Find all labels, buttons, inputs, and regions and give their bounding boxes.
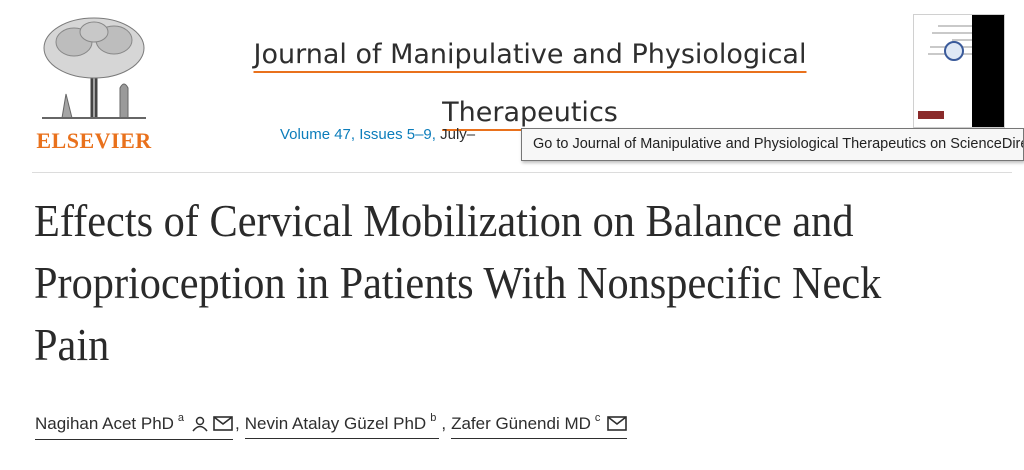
journal-title-block: Journal of Manipulative and Physiologica… [210, 26, 850, 142]
article-title: Effects of Cervical Mobilization on Bala… [34, 195, 882, 370]
author-link[interactable]: Nagihan Acet PhD a [35, 412, 234, 440]
author-affiliation: b [430, 412, 437, 424]
cover-left-panel [914, 15, 972, 127]
publisher-logo[interactable]: ELSEVIER [32, 14, 156, 156]
envelope-icon [213, 416, 233, 436]
journal-title-link[interactable]: Journal of Manipulative and Physiologica… [253, 39, 807, 128]
issue-line: Volume 47, Issues 5–9, July– [280, 126, 475, 143]
cover-publisher-mark [918, 111, 944, 119]
journal-link-tooltip: Go to Journal of Manipulative and Physio… [521, 128, 1024, 161]
journal-cover-thumbnail[interactable] [913, 14, 1005, 128]
author-link[interactable]: Nevin Atalay Güzel PhD b [244, 412, 440, 439]
author-separator: , [235, 414, 240, 433]
author-name: Nagihan Acet PhD [35, 414, 174, 433]
author-name: Zafer Günendi MD [451, 414, 591, 433]
author-affiliation: c [594, 412, 601, 424]
cover-right-panel [972, 15, 1004, 127]
header-divider [32, 172, 1012, 173]
envelope-icon [607, 416, 628, 436]
issue-date-fragment: July– [440, 126, 476, 143]
author-name: Nevin Atalay Güzel PhD [244, 414, 427, 433]
author-separator: , [441, 414, 447, 433]
cover-seal-icon [944, 41, 964, 61]
elsevier-tree-logo-icon [42, 17, 146, 119]
author-affiliation: a [177, 412, 185, 424]
author-list: Nagihan Acet PhD a , Nevin Atalay Güzel … [35, 412, 628, 440]
publisher-name: ELSEVIER [36, 128, 152, 153]
author-link[interactable]: Zafer Günendi MD c [451, 412, 628, 439]
issue-link[interactable]: Volume 47, Issues 5–9, [280, 126, 436, 143]
person-icon [191, 416, 209, 437]
